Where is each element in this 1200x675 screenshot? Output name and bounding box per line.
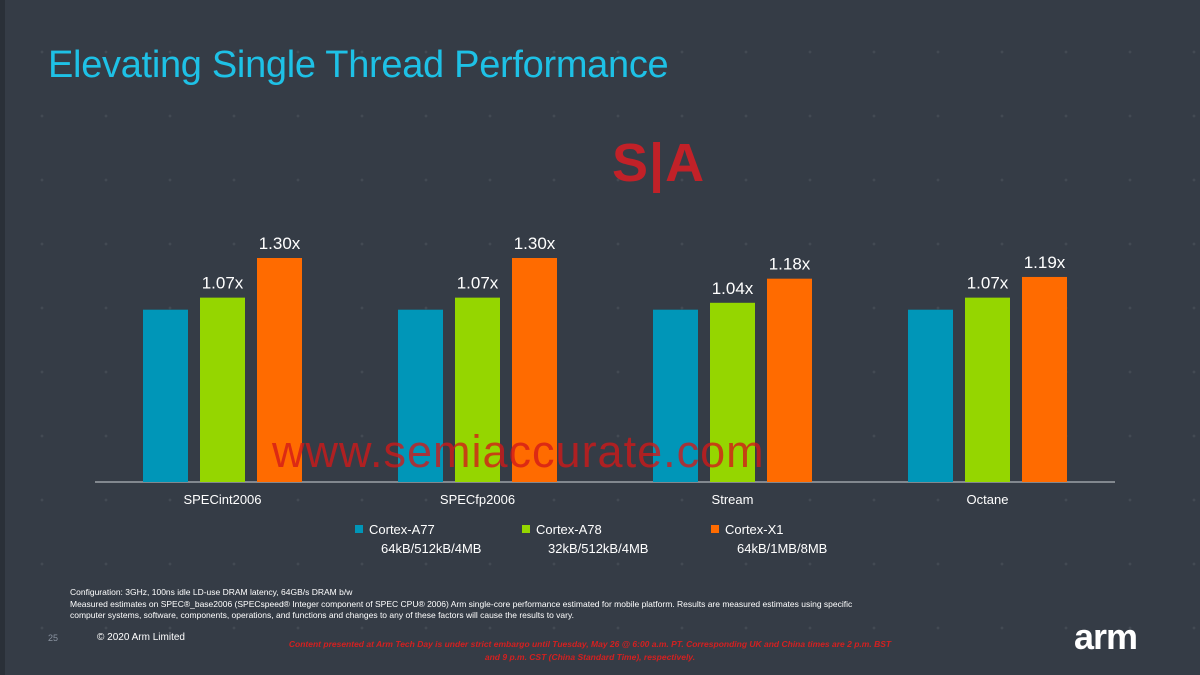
chart-legend: Cortex-A77 64kB/512kB/4MB Cortex-A78 32k… [0, 520, 1200, 560]
bar-cortex-a78-specint2006 [200, 297, 245, 482]
bar-cortex-a78-stream [710, 302, 755, 482]
bar-group: 1.07x 1.30x 1.07x 1.30x 1.04x 1.18x 1.07x 1.19x [143, 234, 1067, 482]
data-label-cortex-x1-specfp2006: 1.30x [514, 234, 556, 253]
bar-cortex-a77-specfp2006 [398, 309, 443, 482]
left-accent-bar [0, 0, 5, 675]
footnote-configuration: Configuration: 3GHz, 100ns idle LD-use D… [70, 587, 353, 597]
legend-label: Cortex-X1 [725, 522, 784, 537]
bar-chart: 1.07x 1.30x 1.07x 1.30x 1.04x 1.18x 1.07x 1.19x… [95, 234, 1115, 507]
sa-watermark-logo: S|A [612, 133, 706, 193]
legend-label: Cortex-A78 [536, 522, 602, 537]
embargo-notice: Content presented at Arm Tech Day is und… [288, 639, 892, 662]
bar-cortex-a77-octane [908, 309, 953, 482]
bar-cortex-a78-octane [965, 297, 1010, 482]
legend-cache-spec: 64kB/512kB/4MB [381, 541, 482, 556]
x-tick-label-stream: Stream [712, 492, 754, 507]
copyright-notice: © 2020 Arm Limited [97, 632, 185, 643]
data-label-cortex-x1-octane: 1.19x [1024, 253, 1066, 272]
data-label-cortex-a78-specint2006: 1.07x [202, 274, 244, 293]
slide-title: Elevating Single Thread Performance [48, 44, 669, 86]
bar-cortex-a78-specfp2006 [455, 297, 500, 482]
footnotes: Configuration: 3GHz, 100ns idle LD-use D… [70, 587, 890, 622]
bar-cortex-x1-stream [767, 278, 812, 482]
data-label-cortex-a78-stream: 1.04x [712, 279, 754, 298]
legend-swatch-cortex-a78 [522, 525, 530, 533]
x-tick-label-specint2006: SPECint2006 [183, 492, 261, 507]
legend-item-cortex-a78: Cortex-A78 32kB/512kB/4MB [522, 520, 649, 558]
page-number: 25 [48, 633, 59, 643]
sa-watermark-url: www.semiaccurate.com [272, 426, 765, 477]
bar-cortex-x1-specint2006 [257, 258, 302, 482]
bar-cortex-a77-specint2006 [143, 309, 188, 482]
x-tick-labels: SPECint2006 SPECfp2006 Stream Octane [183, 492, 1008, 507]
legend-item-cortex-a77: Cortex-A77 64kB/512kB/4MB [355, 520, 482, 558]
footnote-disclaimer: Measured estimates on SPEC®_base2006 (SP… [70, 598, 853, 621]
data-label-cortex-x1-specint2006: 1.30x [259, 234, 301, 253]
bar-cortex-x1-specfp2006 [512, 258, 557, 482]
x-tick-label-specfp2006: SPECfp2006 [440, 492, 515, 507]
legend-item-cortex-x1: Cortex-X1 64kB/1MB/8MB [711, 520, 828, 558]
data-label-cortex-x1-stream: 1.18x [769, 255, 811, 274]
arm-logo: arm [1074, 616, 1138, 657]
legend-swatch-cortex-a77 [355, 525, 363, 533]
bar-cortex-a77-stream [653, 309, 698, 482]
bar-cortex-x1-octane [1022, 276, 1067, 482]
data-label-cortex-a78-octane: 1.07x [967, 274, 1009, 293]
legend-swatch-cortex-x1 [711, 525, 719, 533]
legend-cache-spec: 64kB/1MB/8MB [737, 541, 828, 556]
legend-cache-spec: 32kB/512kB/4MB [548, 541, 649, 556]
data-label-cortex-a78-specfp2006: 1.07x [457, 274, 499, 293]
x-tick-label-octane: Octane [967, 492, 1009, 507]
legend-label: Cortex-A77 [369, 522, 435, 537]
